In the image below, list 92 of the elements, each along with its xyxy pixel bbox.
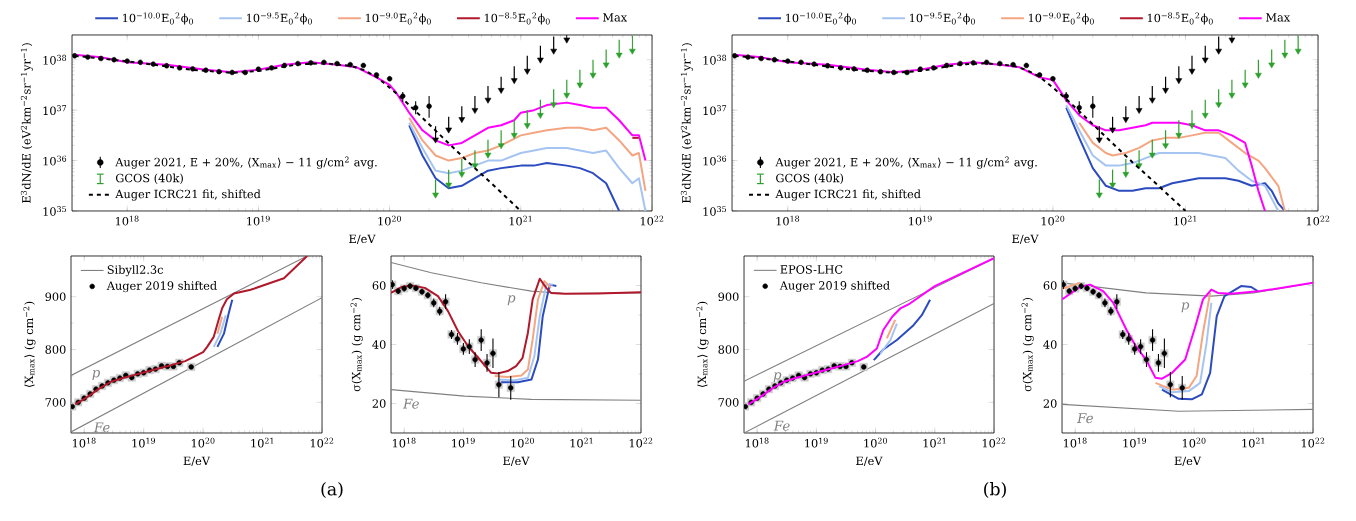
legend-label: Max: [602, 13, 628, 22]
x-axis-title: E/eV: [349, 234, 376, 244]
legend-label: GCOS (40k): [776, 173, 844, 184]
x-axis-title: E/eV: [856, 456, 883, 466]
x-axis-title: E/eV: [183, 456, 211, 466]
y-tick-label: 10$^{35}$: [703, 206, 727, 216]
legend-label: 10$^{−10.0}$E$_{0}$$^{2}$ϕ$_{0}$: [786, 12, 857, 25]
x-axis-title: E/eV: [503, 456, 530, 466]
y-tick-label: 700: [45, 398, 66, 407]
annotation: Fe: [773, 420, 790, 431]
legend-label: 10$^{−9.0}$E$_{0}$$^{2}$ϕ$_{0}$: [1028, 12, 1094, 25]
annotation: p: [1181, 302, 1190, 313]
legend-label: EPOS-LHC: [780, 265, 843, 274]
x-tick-label: 10$^{18}$: [72, 437, 96, 448]
x-tick-label: 10$^{18}$: [745, 437, 769, 448]
text: E$^{3}$dN/dE (eV$^{2}$km$^{−2}$sr$^{−1}$yr$^{−1}$): [680, 43, 693, 203]
x-tick-label: 10$^{22}$: [1306, 215, 1330, 226]
y-axis-title: σ(X$_{max}$) (g cm$^{−2}$): [1021, 297, 1034, 392]
x-tick-label: 10$^{21}$: [570, 437, 593, 448]
legend-label: 10$^{−9.5}$E$_{0}$$^{2}$ϕ$_{0}$: [247, 12, 312, 25]
y-tick-label: 10$^{37}$: [43, 105, 67, 116]
annotation: p: [92, 370, 100, 380]
legend-label: 10$^{−10.0}$E$_{0}$$^{2}$ϕ$_{0}$: [123, 12, 194, 25]
text: (a): [321, 482, 343, 498]
x-tick-label: 10$^{20}$: [1041, 215, 1065, 226]
x-tick-label: 10$^{19}$: [1123, 437, 1147, 448]
x-tick-label: 10$^{21}$: [1242, 437, 1265, 448]
x-tick-label: 10$^{18}$: [1064, 437, 1087, 448]
x-tick-label: 10$^{20}$: [378, 215, 401, 226]
y-tick-label: 20: [372, 399, 386, 408]
x-tick-label: 10$^{21}$: [923, 437, 946, 448]
y-tick-label: 20: [1043, 399, 1057, 408]
y-tick-label: 60: [372, 281, 386, 290]
x-tick-label: 10$^{19}$: [805, 437, 828, 448]
y-axis-title: σ(X$_{max}$) (g cm$^{−2}$): [350, 297, 363, 392]
y-tick-label: 10$^{36}$: [703, 155, 727, 166]
y-tick-label: 10$^{38}$: [703, 54, 727, 65]
y-axis-title: ⟨X$_{max}$⟩ (g cm$^{−2}$): [696, 301, 709, 388]
legend-label: 10$^{−9.0}$E$_{0}$$^{2}$ϕ$_{0}$: [365, 12, 431, 25]
x-tick-label: 10$^{19}$: [452, 437, 475, 448]
legend-label: Auger 2019 shifted: [106, 281, 217, 293]
legend-label: Auger ICRC21 fit, shifted: [775, 189, 921, 201]
x-axis-title: E/eV: [1174, 456, 1202, 466]
annotation: Fe: [93, 422, 110, 433]
legend-label: Auger 2021, E + 20%, ⟨X$_{max}$⟩ − 11 g/cm$^{2}$ avg.: [115, 156, 377, 169]
annotation: p: [507, 295, 516, 306]
x-tick-label: 10$^{18}$: [115, 215, 139, 226]
x-tick-label: 10$^{22}$: [1301, 437, 1325, 448]
legend-label: Auger ICRC21 fit, shifted: [115, 189, 261, 201]
x-tick-label: 10$^{21}$: [1174, 215, 1197, 226]
x-tick-label: 10$^{18}$: [776, 215, 800, 226]
y-tick-label: 900: [718, 292, 739, 301]
x-tick-label: 10$^{20}$: [864, 437, 887, 448]
x-axis-title: E/eV: [1012, 234, 1039, 244]
y-tick-label: 10$^{37}$: [703, 105, 727, 116]
y-tick-label: 10$^{38}$: [43, 54, 67, 65]
legend-label: 10$^{−8.5}$E$_{0}$$^{2}$ϕ$_{0}$: [1147, 12, 1213, 25]
x-tick-label: 10$^{19}$: [132, 437, 156, 448]
x-tick-label: 10$^{18}$: [392, 437, 416, 448]
y-tick-label: 800: [718, 345, 739, 354]
legend-label: Auger 2021, E + 20%, ⟨X$_{max}$⟩ − 11 g/cm$^{2}$ avg.: [775, 156, 1037, 169]
x-tick-label: 10$^{20}$: [511, 437, 534, 448]
x-tick-label: 10$^{19}$: [909, 215, 932, 226]
text: (b): [984, 482, 1006, 498]
y-tick-label: 700: [718, 398, 739, 407]
x-tick-label: 10$^{21}$: [251, 437, 274, 448]
annotation: p: [773, 372, 782, 383]
x-tick-label: 10$^{19}$: [247, 215, 270, 226]
y-tick-label: 10$^{36}$: [43, 155, 67, 166]
x-tick-label: 10$^{21}$: [509, 215, 532, 226]
x-tick-label: 10$^{20}$: [191, 437, 215, 448]
legend-label: Sibyll2.3c: [107, 265, 163, 277]
x-tick-label: 10$^{20}$: [1182, 437, 1206, 448]
y-axis-title: ⟨X$_{max}$⟩ (g cm$^{−2}$): [23, 301, 36, 388]
legend-label: GCOS (40k): [115, 173, 183, 184]
legend-label: 10$^{−8.5}$E$_{0}$$^{2}$ϕ$_{0}$: [484, 12, 550, 25]
y-tick-label: 10$^{35}$: [43, 206, 67, 216]
y-tick-label: 800: [45, 345, 66, 354]
y-tick-label: 40: [1043, 340, 1057, 349]
legend-label: Max: [1265, 13, 1291, 22]
x-tick-label: 10$^{22}$: [640, 215, 664, 226]
annotation: Fe: [1076, 413, 1093, 424]
legend-label: 10$^{−9.5}$E$_{0}$$^{2}$ϕ$_{0}$: [910, 12, 975, 25]
x-tick-label: 10$^{22}$: [310, 437, 334, 448]
text: E$^{3}$dN/dE (eV$^{2}$km$^{−2}$sr$^{−1}$yr$^{−1}$): [20, 43, 33, 203]
legend-label: Auger 2019 shifted: [779, 280, 890, 292]
x-tick-label: 10$^{22}$: [982, 437, 1006, 448]
annotation: Fe: [402, 398, 419, 409]
y-tick-label: 40: [372, 340, 386, 349]
x-tick-label: 10$^{22}$: [629, 437, 653, 448]
y-tick-label: 60: [1043, 281, 1057, 290]
y-tick-label: 900: [45, 292, 66, 301]
